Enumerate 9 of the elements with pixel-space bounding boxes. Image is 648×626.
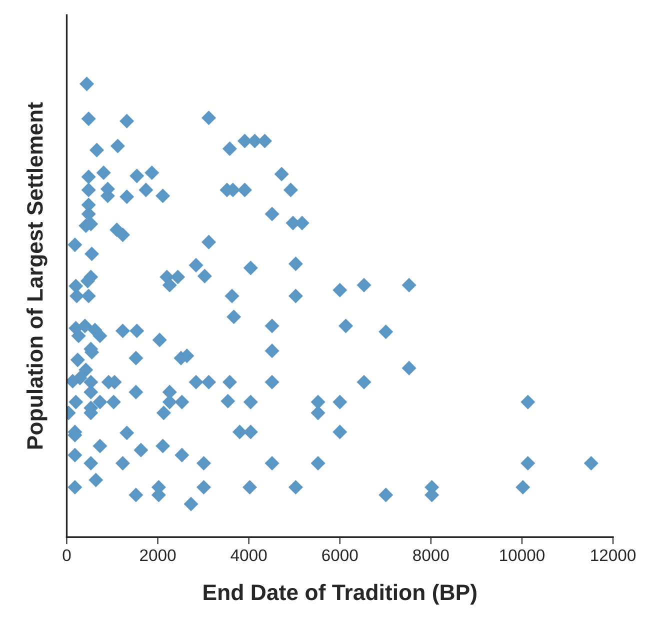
x-axis-title: End Date of Tradition (BP) [204,584,476,605]
y-axis-title: Population of Largest Settlement [26,102,48,449]
x-tick-label: 6000 [322,549,358,562]
x-tick-label: 12000 [591,549,636,562]
x-tick-label: 2000 [140,549,176,562]
x-tick-label: 8000 [413,549,449,562]
x-tick-label: 10000 [500,549,544,562]
x-tick-label: 4000 [230,549,267,562]
x-tick-label: 0 [62,549,71,562]
